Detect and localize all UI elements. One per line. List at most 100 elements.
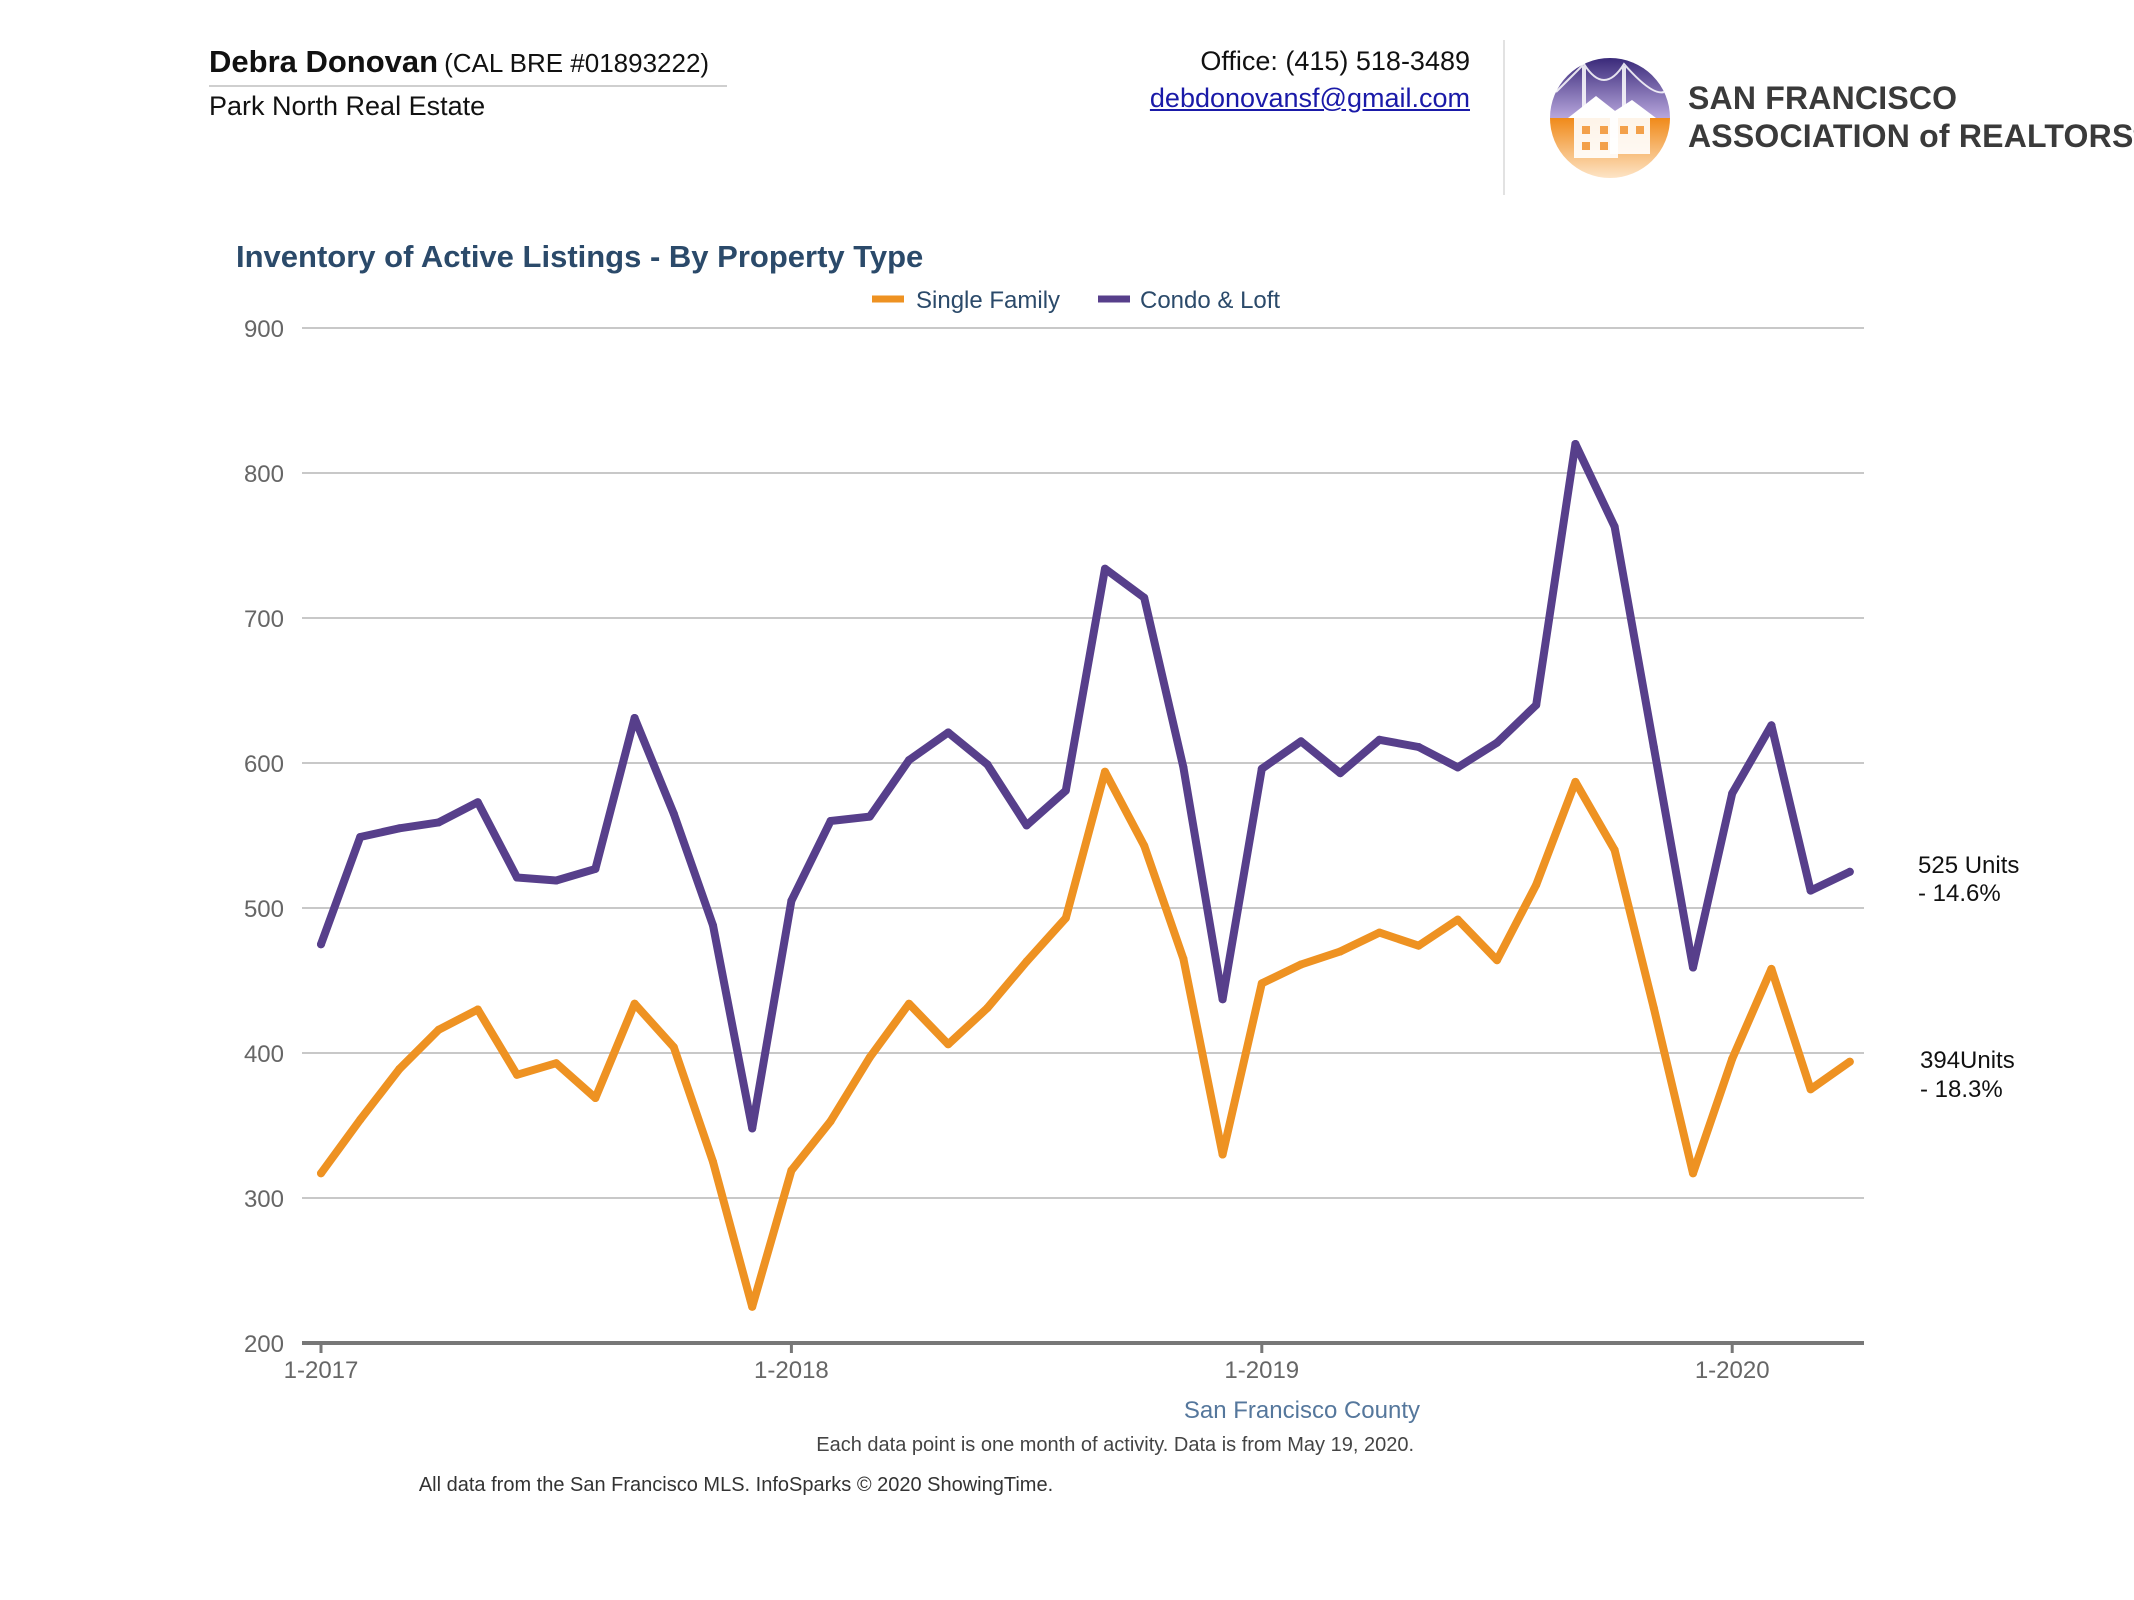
x-tick-label: 1-2017	[284, 1357, 359, 1384]
y-tick-label: 900	[244, 316, 284, 343]
data-point-single-family	[434, 1025, 443, 1034]
y-tick-label: 600	[244, 751, 284, 778]
data-point-single-family	[552, 1059, 561, 1068]
data-point-single-family	[591, 1094, 600, 1102]
x-tick-label: 1-2020	[1695, 1357, 1770, 1384]
data-point-single-family	[1571, 777, 1580, 786]
data-point-single-family	[1453, 915, 1462, 924]
data-point-single-family	[1767, 964, 1776, 973]
data-point-condo-loft	[1297, 737, 1305, 746]
y-tick-label: 500	[244, 896, 284, 923]
data-point-single-family	[709, 1157, 717, 1166]
data-point-condo-loft	[317, 940, 325, 949]
data-footnote: Each data point is one month of activity…	[816, 1434, 1414, 1456]
y-tick-label: 400	[244, 1041, 284, 1068]
region-label: San Francisco County	[1183, 1397, 1420, 1424]
data-point-single-family	[1610, 846, 1619, 854]
data-point-condo-loft	[748, 1124, 757, 1133]
data-point-condo-loft	[1179, 763, 1188, 772]
agent-name-text: Debra Donovan	[209, 44, 439, 79]
data-point-condo-loft	[1767, 721, 1776, 730]
data-point-condo-loft	[1414, 743, 1423, 751]
header-divider	[1503, 40, 1505, 195]
data-point-condo-loft	[1493, 738, 1501, 747]
legend-label-single-family: Single Family	[916, 287, 1060, 314]
logo-text-line2: ASSOCIATION of REALTORS®	[1688, 118, 2134, 155]
data-point-single-family	[1336, 947, 1345, 956]
data-point-condo-loft	[1061, 786, 1070, 795]
data-point-condo-loft	[983, 760, 992, 769]
data-point-condo-loft	[591, 864, 600, 873]
y-tick-label: 300	[244, 1186, 284, 1213]
series-line-condo-loft	[317, 440, 1854, 1133]
agent-name: Debra Donovan (CAL BRE #01893222)	[209, 44, 709, 80]
data-point-single-family	[1375, 928, 1384, 937]
data-point-condo-loft	[513, 873, 521, 882]
data-point-condo-loft	[1218, 995, 1227, 1004]
data-point-single-family	[905, 999, 913, 1008]
data-point-condo-loft	[787, 896, 796, 905]
data-point-condo-loft	[1336, 769, 1345, 778]
office-phone: Office: (415) 518-3489	[1200, 46, 1470, 76]
data-point-condo-loft	[1689, 963, 1697, 972]
data-point-single-family	[1101, 767, 1109, 776]
data-point-single-family	[748, 1302, 757, 1311]
series-lines	[317, 440, 1854, 1311]
legend: Single Family Condo & Loft	[872, 287, 1280, 314]
data-point-single-family	[1414, 941, 1423, 950]
data-point-condo-loft	[1375, 735, 1384, 744]
email-link[interactable]: debdonovansf@gmail.com	[1149, 83, 1470, 113]
annotation-condo-units: 525 Units	[1918, 852, 2020, 879]
data-point-condo-loft	[826, 817, 835, 825]
data-point-condo-loft	[1571, 440, 1580, 448]
header-rule	[209, 85, 727, 87]
data-point-single-family	[787, 1166, 796, 1175]
data-point-single-family	[1728, 1054, 1737, 1063]
data-point-single-family	[983, 1004, 992, 1012]
data-point-condo-loft	[395, 824, 404, 833]
annotation-single-family-units: 394Units	[1920, 1047, 2015, 1074]
data-point-single-family	[317, 1169, 325, 1178]
data-point-single-family	[473, 1005, 482, 1014]
data-point-condo-loft	[944, 728, 953, 737]
data-point-condo-loft	[1845, 867, 1854, 876]
x-tick-label: 1-2019	[1224, 1357, 1299, 1384]
data-point-single-family	[1257, 979, 1266, 988]
series-line-single-family	[317, 767, 1854, 1311]
data-point-single-family	[1493, 956, 1501, 965]
data-point-single-family	[944, 1040, 953, 1049]
data-point-single-family	[395, 1065, 404, 1073]
y-axis-ticks: 200 300 400 500 600 700 800 900	[244, 316, 284, 1358]
agent-license: (CAL BRE #01893222)	[444, 48, 710, 78]
x-tick-label: 1-2018	[754, 1357, 829, 1384]
data-point-single-family	[1297, 960, 1305, 969]
x-axis: 1-2017 1-2018 1-2019 1-2020	[284, 1341, 1864, 1384]
data-point-single-family	[1806, 1085, 1815, 1094]
data-point-condo-loft	[1101, 564, 1109, 573]
data-point-single-family	[1179, 954, 1188, 963]
y-tick-label: 700	[244, 606, 284, 633]
data-point-single-family	[1845, 1057, 1854, 1066]
data-point-condo-loft	[1806, 886, 1815, 895]
data-point-condo-loft	[1140, 593, 1149, 602]
data-point-single-family	[513, 1070, 521, 1079]
data-point-single-family	[1218, 1150, 1227, 1159]
data-point-condo-loft	[1022, 821, 1031, 830]
annotation-single-family-change: - 18.3%	[1920, 1076, 2003, 1103]
data-point-single-family	[1649, 1004, 1658, 1012]
data-point-single-family	[1022, 957, 1031, 966]
chart-title: Inventory of Active Listings - By Proper…	[236, 239, 924, 274]
data-point-condo-loft	[630, 714, 639, 722]
data-point-condo-loft	[709, 921, 717, 930]
data-point-condo-loft	[1610, 522, 1619, 531]
sfar-logo-icon	[1550, 58, 1670, 178]
data-point-condo-loft	[669, 809, 678, 818]
data-point-condo-loft	[1728, 789, 1737, 798]
grid-lines	[302, 327, 1864, 1199]
data-point-condo-loft	[1257, 764, 1266, 773]
data-point-condo-loft	[473, 798, 482, 807]
data-point-single-family	[1532, 880, 1541, 889]
annotation-condo-change: - 14.6%	[1918, 880, 2001, 907]
data-point-condo-loft	[1532, 701, 1541, 709]
